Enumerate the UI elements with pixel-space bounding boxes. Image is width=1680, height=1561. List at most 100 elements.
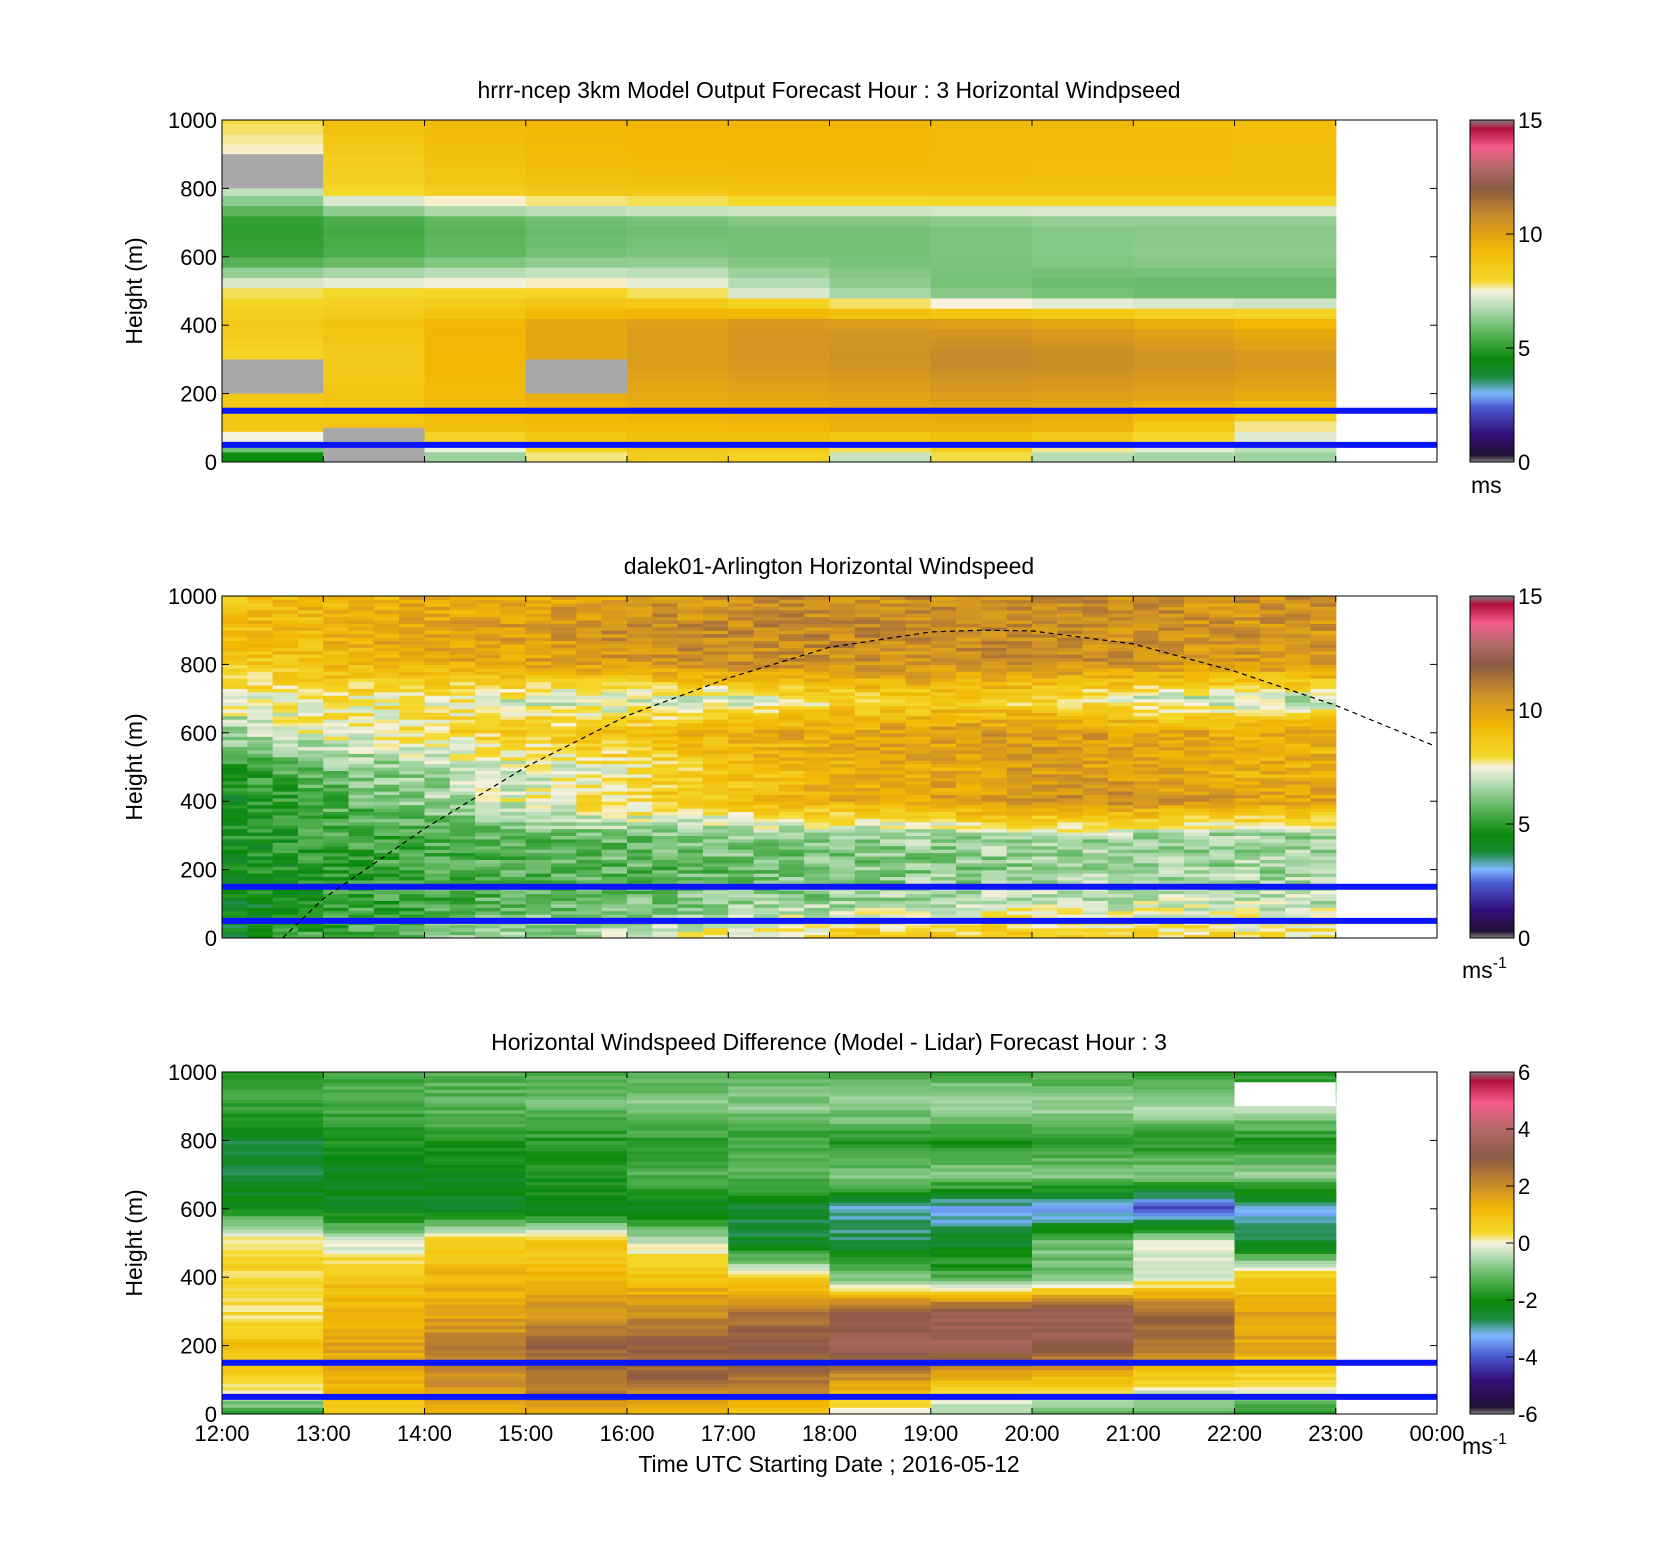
heat-cell	[778, 619, 805, 624]
heat-cell	[981, 814, 1008, 819]
heat-cell	[1183, 859, 1210, 864]
heat-cell	[1259, 821, 1286, 826]
heat-cell	[247, 660, 274, 665]
heat-cell	[854, 637, 881, 642]
heat-cell	[728, 623, 755, 628]
heat-cell	[272, 760, 299, 765]
heat-cell	[956, 712, 982, 717]
heat-cell	[1107, 715, 1134, 720]
heat-cell	[1006, 896, 1033, 901]
heat-cell	[1234, 246, 1337, 258]
heat-cell	[829, 804, 856, 809]
heat-cell	[930, 328, 1033, 340]
heat-cell	[1209, 643, 1236, 648]
heat-cell	[399, 650, 426, 655]
heat-cell	[1209, 599, 1236, 604]
heat-cell	[525, 681, 552, 686]
heat-cell	[222, 760, 248, 765]
heat-cell	[1158, 640, 1185, 645]
heat-cell	[778, 934, 805, 938]
heat-cell	[854, 804, 881, 809]
heat-cell	[1057, 821, 1084, 826]
heat-cell	[880, 616, 907, 621]
heat-cell	[551, 808, 577, 813]
heat-cell	[551, 616, 577, 621]
heat-cell	[728, 773, 755, 778]
heat-cell	[1158, 777, 1185, 782]
heat-cell	[1057, 660, 1084, 665]
heat-cell	[500, 739, 527, 744]
heat-cell	[930, 705, 957, 710]
heat-cell	[728, 599, 755, 604]
heat-cell	[323, 849, 350, 854]
heat-cell	[1158, 934, 1185, 938]
heat-cell	[1209, 596, 1236, 601]
heat-cell	[1006, 698, 1033, 703]
heat-cell	[854, 794, 881, 799]
heat-cell	[475, 838, 502, 843]
heat-cell	[222, 753, 248, 758]
heat-cell	[551, 934, 577, 938]
heat-cell	[373, 606, 400, 611]
heat-cell	[601, 777, 628, 782]
heat-cell	[1133, 845, 1160, 850]
heat-cell	[1133, 246, 1236, 258]
heat-cell	[500, 852, 527, 857]
heat-cell	[1158, 927, 1185, 932]
heat-cell	[576, 777, 603, 782]
heat-cell	[1234, 369, 1337, 381]
heat-cell	[905, 623, 932, 628]
heat-cell	[880, 900, 907, 905]
heat-cell	[728, 410, 831, 422]
heat-cell	[627, 297, 729, 309]
heat-cell	[778, 753, 805, 758]
heat-cell	[424, 797, 451, 802]
heat-cell	[627, 267, 729, 278]
heat-cell	[981, 842, 1008, 847]
heat-cell	[880, 633, 907, 638]
heat-cell	[1158, 739, 1185, 744]
heat-cell	[677, 606, 704, 611]
heat-cell	[222, 828, 248, 833]
heat-cell	[222, 876, 248, 881]
heat-cell	[424, 873, 451, 878]
heat-cell	[930, 780, 957, 785]
heat-cell	[778, 623, 805, 628]
heat-cell	[1006, 684, 1033, 689]
heat-cell	[1082, 852, 1109, 857]
heat-cell	[880, 623, 907, 628]
heat-cell	[981, 715, 1008, 720]
heat-cell	[222, 246, 324, 258]
heat-cell	[1133, 297, 1236, 309]
heat-cell	[1107, 691, 1134, 696]
heat-cell	[1285, 623, 1312, 628]
heat-cell	[1183, 705, 1210, 710]
heat-cell	[778, 804, 805, 809]
panel-model-colorbar-scale	[1469, 119, 1515, 463]
heat-cell	[753, 633, 780, 638]
heat-cell	[1310, 708, 1337, 713]
heat-cell	[1234, 831, 1261, 836]
heat-cell	[399, 876, 426, 881]
heat-cell	[1183, 790, 1210, 795]
heat-cell	[1209, 821, 1236, 826]
heat-cell	[930, 277, 1033, 289]
heat-cell	[677, 780, 704, 785]
heat-cell	[297, 900, 324, 905]
y-tick-label: 600	[180, 245, 217, 270]
heat-cell	[728, 195, 831, 207]
heat-cell	[1107, 657, 1134, 662]
heat-cell	[1158, 773, 1185, 778]
heat-cell	[677, 903, 704, 908]
heat-cell	[1209, 609, 1236, 614]
heat-cell	[956, 650, 982, 655]
heat-cell	[1183, 671, 1210, 676]
heat-cell	[1006, 756, 1033, 761]
heat-cell	[652, 746, 679, 751]
heat-cell	[399, 722, 426, 727]
heat-cell	[1032, 767, 1058, 772]
heat-cell	[323, 927, 350, 932]
heat-cell	[475, 873, 502, 878]
heat-cell	[1209, 842, 1236, 847]
heat-cell	[1183, 924, 1210, 929]
